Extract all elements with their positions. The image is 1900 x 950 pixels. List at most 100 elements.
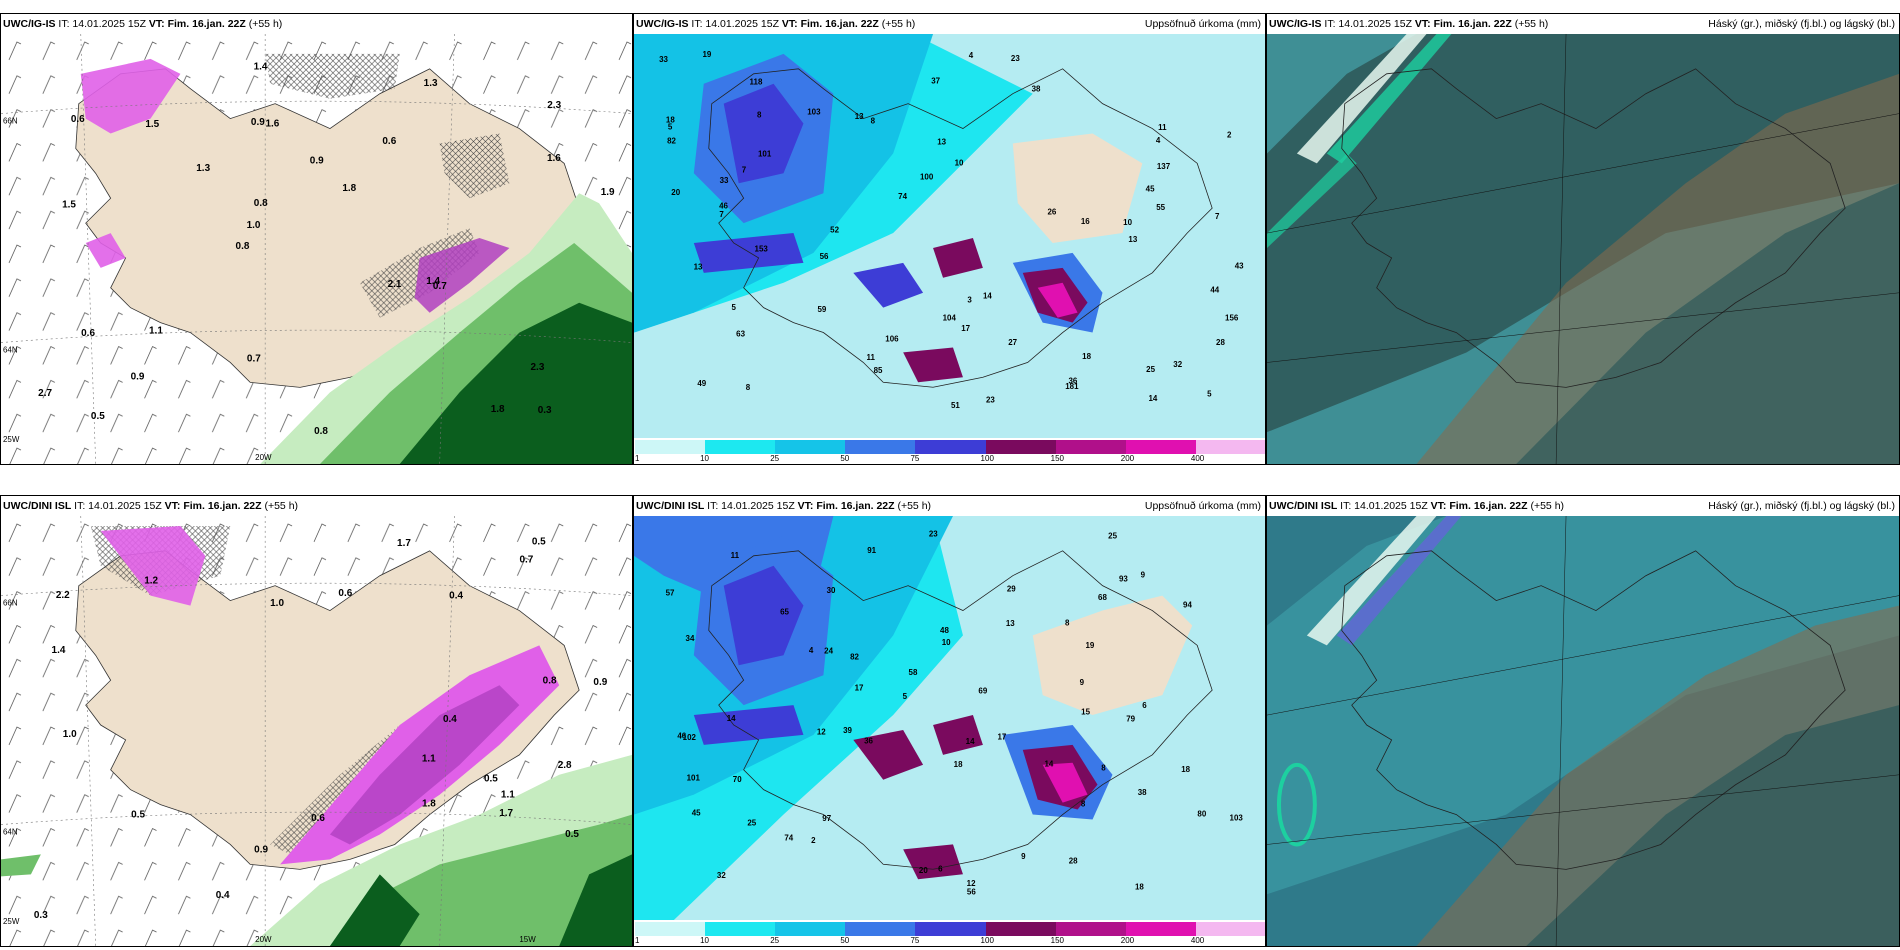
legend-swatch xyxy=(1195,440,1265,454)
value-label: 1.4 xyxy=(254,62,268,73)
value-label: 2 xyxy=(1227,131,1232,140)
panel-top-right-clouds: UWC/IG-IS IT: 14.01.2025 15Z VT: Fim. 16… xyxy=(1266,13,1900,465)
lead-time: (+55 h) xyxy=(881,18,916,30)
value-label: 11 xyxy=(867,353,876,362)
value-label: 23 xyxy=(986,396,995,405)
value-label: 0.3 xyxy=(538,405,552,416)
map-area[interactable]: 46 56 55 26 25 23 14 8 8 7 27 44 38 37 52 51 33 17 20 14 28 3… xyxy=(634,34,1265,438)
map-area[interactable]: 66N 64N 25W 20W 15W 0.4 0.6 1.7 0.9 1.0 0.3 0.… xyxy=(1,516,632,946)
value-label: 25 xyxy=(1146,365,1155,374)
legend-swatch xyxy=(845,922,917,936)
legend-tick-label: 1 xyxy=(635,936,640,945)
value-label: 1.1 xyxy=(501,789,515,800)
value-label: 9 xyxy=(1021,852,1026,861)
model-name: UWC/IG-IS xyxy=(636,18,689,30)
value-label: 33 xyxy=(659,55,668,64)
value-label: 20 xyxy=(671,188,680,197)
lead-time: (+55 h) xyxy=(264,500,299,512)
value-label: 1.8 xyxy=(342,183,356,194)
value-label: 18 xyxy=(954,760,963,769)
panel-header: UWC/IG-IS IT: 14.01.2025 15Z VT: Fim. 16… xyxy=(634,14,1265,34)
value-label: 14 xyxy=(727,714,736,723)
value-label: 0.9 xyxy=(131,371,145,382)
legend-swatch xyxy=(635,922,707,936)
map-area[interactable] xyxy=(1267,34,1899,464)
value-label: 1.9 xyxy=(601,187,615,198)
value-label: 1.3 xyxy=(424,78,438,89)
value-label: 1.0 xyxy=(247,220,261,231)
value-label: 38 xyxy=(1032,85,1041,94)
init-time: IT: 14.01.2025 15Z xyxy=(691,18,779,30)
panel-header: UWC/DINI ISL IT: 14.01.2025 15Z VT: Fim.… xyxy=(634,496,1265,516)
value-label: 1.6 xyxy=(265,118,279,129)
value-label: 8 xyxy=(1081,800,1086,809)
map-area[interactable]: 66N 64N 25W 20W 0.3 1.5 2.3 0.8 0.6 0.5 0.9 0.9… xyxy=(1,34,632,464)
value-label: 0.7 xyxy=(519,554,533,565)
value-label: 2.7 xyxy=(38,388,52,399)
value-label: 51 xyxy=(951,401,960,410)
value-label: 27 xyxy=(1008,338,1017,347)
legend-tick-label: 150 xyxy=(1050,454,1065,463)
value-label: 8 xyxy=(1065,619,1070,628)
value-label: 14 xyxy=(1044,759,1053,768)
value-label: 28 xyxy=(1069,856,1078,865)
value-label: 0.5 xyxy=(91,411,105,422)
legend-swatch xyxy=(1125,922,1197,936)
value-label: 79 xyxy=(1126,715,1135,724)
value-label: 91 xyxy=(867,546,876,555)
value-label: 17 xyxy=(997,732,1006,741)
panel-header: UWC/DINI ISL IT: 14.01.2025 15Z VT: Fim.… xyxy=(1,496,632,516)
value-label: 1.7 xyxy=(499,808,513,819)
value-label: 23 xyxy=(1011,54,1020,63)
panel-top-left-wind: UWC/IG-IS IT: 14.01.2025 15Z VT: Fim. 16… xyxy=(0,13,633,465)
valid-time: VT: Fim. 16.jan. 22Z xyxy=(1414,18,1512,30)
value-label: 0.3 xyxy=(34,910,48,921)
value-label: 9 xyxy=(1141,571,1146,580)
legend-tick-label: 50 xyxy=(840,454,850,463)
value-label: 13 xyxy=(694,262,703,271)
lat-label-64n: 64N xyxy=(3,828,18,837)
value-label: 1.2 xyxy=(144,576,158,587)
lon-label-25w: 25W xyxy=(3,917,20,926)
value-label: 23 xyxy=(929,530,938,539)
legend-tick-label: 25 xyxy=(770,454,780,463)
value-label: 36 xyxy=(1069,377,1078,386)
value-label: 19 xyxy=(702,50,711,59)
value-label: 25 xyxy=(747,818,756,827)
value-label: 68 xyxy=(1098,593,1107,602)
value-label: 153 xyxy=(755,245,769,254)
value-label: 57 xyxy=(666,589,675,598)
value-label: 1.7 xyxy=(397,538,411,549)
value-label: 0.6 xyxy=(382,136,396,147)
precip-values: 6928252430231812488103239483656171819146… xyxy=(666,530,1244,897)
panel-title: Háský (gr.), miðský (fj.bl.) og lágský (… xyxy=(1708,18,1895,30)
valid-time: VT: Fim. 16.jan. 22Z xyxy=(164,500,262,512)
value-label: 17 xyxy=(855,684,864,693)
value-label: 1.4 xyxy=(426,276,440,287)
value-label: 56 xyxy=(820,252,829,261)
value-label: 4 xyxy=(969,51,974,60)
value-label: 0.4 xyxy=(216,890,230,901)
model-name: UWC/DINI ISL xyxy=(1269,500,1338,512)
value-label: 0.7 xyxy=(433,281,447,292)
value-label: 0.4 xyxy=(449,590,463,601)
map-area[interactable] xyxy=(1267,516,1899,946)
valid-time: VT: Fim. 16.jan. 22Z xyxy=(148,18,246,30)
value-label: 8 xyxy=(757,110,762,119)
value-label: 82 xyxy=(667,137,676,146)
value-label: 80 xyxy=(1197,810,1206,819)
value-label: 18 xyxy=(1082,352,1091,361)
value-label: 14 xyxy=(983,291,992,300)
init-time: IT: 14.01.2025 15Z xyxy=(58,18,146,30)
legend-swatch xyxy=(1055,922,1127,936)
value-label: 74 xyxy=(898,192,907,201)
value-label: 12 xyxy=(817,728,826,737)
legend-tick-label: 25 xyxy=(770,936,780,945)
value-label: 5 xyxy=(731,303,736,312)
map-area[interactable]: 69 28 25 24 30 23 18 12 4 8 8 10 32 39 48 36 56 17 18 19 14 6… xyxy=(634,516,1265,920)
snow-depth-values: 0.31.52.30.80.60.50.90.90.61.32.70.91.61… xyxy=(38,62,615,437)
value-label: 7 xyxy=(719,210,724,219)
value-label: 0.9 xyxy=(310,155,324,166)
lon-label-20w: 20W xyxy=(255,453,272,462)
value-label: 4 xyxy=(1156,136,1161,145)
